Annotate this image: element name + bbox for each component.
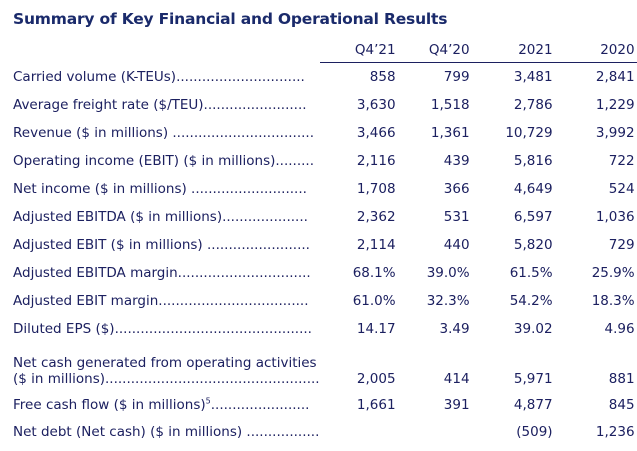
cell-value: 722 <box>608 153 635 169</box>
cell-value: 799 <box>443 69 470 85</box>
cell-value: 4.96 <box>604 321 635 337</box>
row-label-line-2: ($ in millions).........................… <box>13 371 320 387</box>
cell-value: 2,116 <box>356 153 396 169</box>
cell-value: 3,481 <box>513 69 553 85</box>
table-title: Summary of Key Financial and Operational… <box>13 10 448 28</box>
leader-dots: ....................... <box>210 397 310 413</box>
row-label: Net debt (Net cash) ($ in millions) ....… <box>13 424 320 440</box>
row-label: Operating income (EBIT) ($ in millions).… <box>13 153 315 169</box>
cell-value: 366 <box>443 181 470 197</box>
cell-value: 1,361 <box>430 125 470 141</box>
cell-value: 10,729 <box>505 125 553 141</box>
cell-value: 25.9% <box>591 265 635 281</box>
column-header-2021: 2021 <box>473 38 567 63</box>
column-header-q4-21: Q4’21 <box>319 38 400 63</box>
cell-value: 6,597 <box>513 209 553 225</box>
cell-value: 391 <box>443 397 470 413</box>
table-row: Adjusted EBIT margin....................… <box>8 287 637 315</box>
header-row: Q4’21 Q4’20 2021 2020 <box>8 38 637 63</box>
cell-value: 5,971 <box>513 371 553 387</box>
table-row: Operating income (EBIT) ($ in millions).… <box>8 147 637 175</box>
table-row: Net cash generated from operating activi… <box>8 343 637 391</box>
row-label: Diluted EPS ($).........................… <box>13 321 312 337</box>
cell-value: 3,992 <box>595 125 635 141</box>
row-label-text: Free cash flow ($ in millions) <box>13 397 206 413</box>
cell-value: 5,820 <box>513 237 553 253</box>
cell-value: 845 <box>608 397 635 413</box>
cell-value: 440 <box>443 237 470 253</box>
cell-value: 68.1% <box>352 265 396 281</box>
row-label: Adjusted EBIT ($ in millions) ..........… <box>13 237 310 253</box>
cell-value: 3,630 <box>356 97 396 113</box>
cell-value: 881 <box>608 371 635 387</box>
column-header-2020: 2020 <box>566 38 637 63</box>
cell-value: 524 <box>608 181 635 197</box>
cell-value: 2,362 <box>356 209 396 225</box>
cell-value: 1,229 <box>595 97 635 113</box>
row-label-line-1: Net cash generated from operating activi… <box>13 355 317 371</box>
row-label: Adjusted EBIT margin....................… <box>13 293 309 309</box>
table-row: Net debt (Net cash) ($ in millions) ....… <box>8 419 637 445</box>
cell-value: 61.5% <box>509 265 553 281</box>
table-row: Net income ($ in millions) .............… <box>8 175 637 203</box>
cell-value: 39.02 <box>513 321 553 337</box>
cell-value: 5,816 <box>513 153 553 169</box>
table-row: Free cash flow ($ in millions)5.........… <box>8 391 637 419</box>
cell-value: 18.3% <box>591 293 635 309</box>
table-row: Adjusted EBIT ($ in millions) ..........… <box>8 231 637 259</box>
cell-value: 1,661 <box>356 397 396 413</box>
cell-value: 1,236 <box>595 424 635 440</box>
table-row: Diluted EPS ($).........................… <box>8 315 637 343</box>
table-row: Average freight rate ($/TEU)............… <box>8 91 637 119</box>
cell-value: 14.17 <box>356 321 396 337</box>
cell-value: 1,708 <box>356 181 396 197</box>
cell-value: 3.49 <box>439 321 470 337</box>
cell-value: 61.0% <box>352 293 396 309</box>
cell-value: 2,005 <box>356 371 396 387</box>
table-row: Adjusted EBITDA margin..................… <box>8 259 637 287</box>
cell-value: 729 <box>608 237 635 253</box>
table-row: Revenue ($ in millions) ................… <box>8 119 637 147</box>
table-row: Carried volume (K-TEUs).................… <box>8 63 637 91</box>
cell-value <box>320 419 400 445</box>
column-header-q4-20: Q4’20 <box>399 38 474 63</box>
cell-value: 3,466 <box>356 125 396 141</box>
row-label: Net income ($ in millions) .............… <box>13 181 307 197</box>
footnote-marker: 5 <box>205 396 211 406</box>
row-label: Free cash flow ($ in millions)5.........… <box>8 391 320 419</box>
row-label: Carried volume (K-TEUs).................… <box>13 69 305 85</box>
cell-value <box>400 419 474 445</box>
cell-value: 439 <box>443 153 470 169</box>
cell-value: 39.0% <box>426 265 470 281</box>
cell-value: 414 <box>443 371 470 387</box>
row-label: Average freight rate ($/TEU)............… <box>13 97 307 113</box>
row-label: Revenue ($ in millions) ................… <box>13 125 315 141</box>
table-row: Adjusted EBITDA ($ in millions).........… <box>8 203 637 231</box>
cell-value: (509) <box>516 424 553 440</box>
cell-value: 4,877 <box>513 397 553 413</box>
cell-value: 32.3% <box>426 293 470 309</box>
row-label: Adjusted EBITDA margin..................… <box>13 265 311 281</box>
financial-results-table: Q4’21 Q4’20 2021 2020 Carried volume (K-… <box>8 38 637 445</box>
cell-value: 2,841 <box>595 69 635 85</box>
cell-value: 2,114 <box>356 237 396 253</box>
cell-value: 1,518 <box>430 97 470 113</box>
cell-value: 4,649 <box>513 181 553 197</box>
cell-value: 858 <box>369 69 396 85</box>
cell-value: 531 <box>443 209 470 225</box>
header-blank <box>8 38 320 63</box>
cell-value: 2,786 <box>513 97 553 113</box>
row-label: Net cash generated from operating activi… <box>8 343 320 391</box>
cell-value: 1,036 <box>595 209 635 225</box>
row-label: Adjusted EBITDA ($ in millions).........… <box>13 209 308 225</box>
cell-value: 54.2% <box>509 293 553 309</box>
